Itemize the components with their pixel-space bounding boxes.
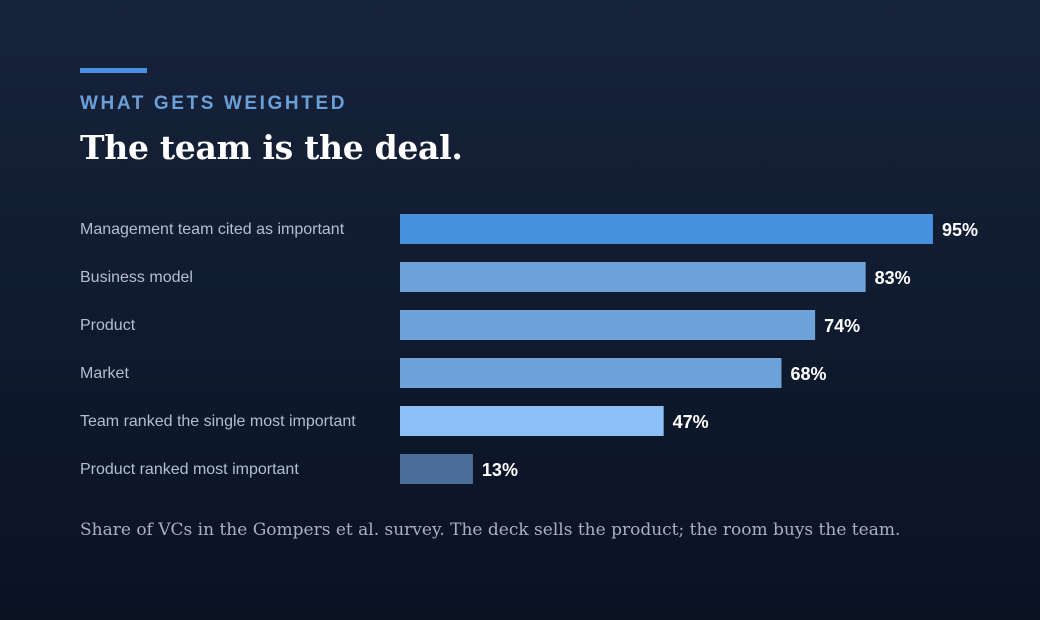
- accent-rule: [80, 68, 147, 73]
- bar: [400, 406, 664, 436]
- bar: [400, 454, 473, 484]
- value-label: 13%: [482, 460, 518, 480]
- category-label: Product: [80, 317, 136, 334]
- value-label: 68%: [790, 364, 826, 384]
- bar: [400, 358, 782, 388]
- category-label: Team ranked the single most important: [80, 413, 356, 430]
- bar: [400, 310, 816, 340]
- bar: [400, 262, 866, 292]
- bar: [400, 214, 933, 244]
- category-label: Market: [80, 365, 129, 382]
- value-label: 95%: [942, 220, 978, 240]
- section-eyebrow: WHAT GETS WEIGHTED: [80, 93, 348, 114]
- category-label: Business model: [80, 269, 193, 286]
- value-label: 47%: [673, 412, 709, 432]
- chart-caption: Share of VCs in the Gompers et al. surve…: [80, 520, 901, 540]
- value-label: 74%: [824, 316, 860, 336]
- category-label: Product ranked most important: [80, 461, 299, 478]
- page-title: The team is the deal.: [80, 128, 463, 167]
- category-label: Management team cited as important: [80, 221, 345, 238]
- value-label: 83%: [875, 268, 911, 288]
